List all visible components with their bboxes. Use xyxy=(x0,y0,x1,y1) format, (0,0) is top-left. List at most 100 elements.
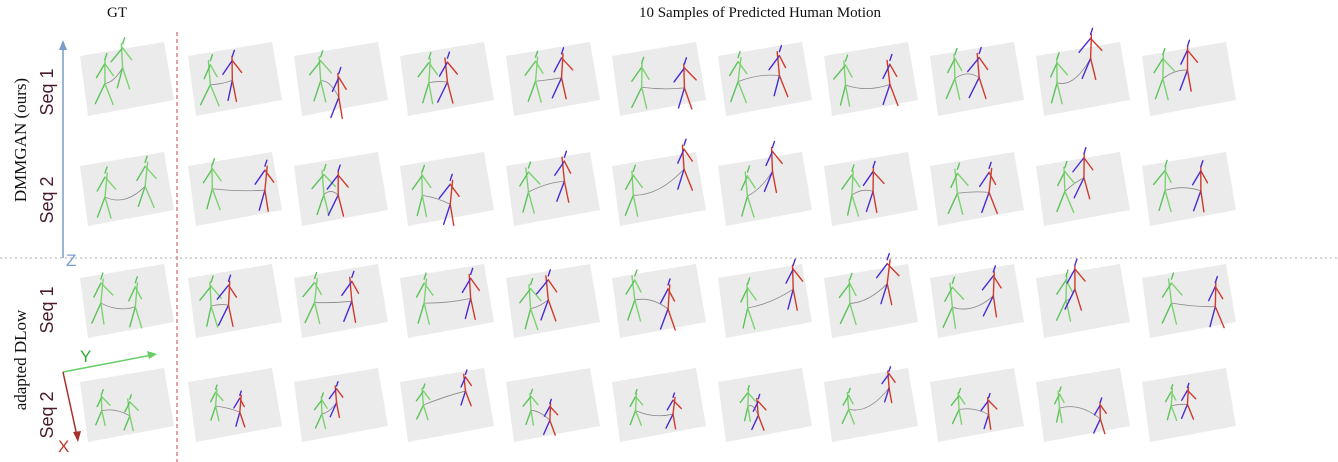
bone xyxy=(889,367,890,371)
motion-cell xyxy=(1036,148,1130,226)
floor xyxy=(506,152,600,226)
motion-cell xyxy=(80,38,174,116)
z-arrow xyxy=(59,40,67,50)
motion-cell xyxy=(188,152,282,226)
floor xyxy=(1036,368,1130,442)
floor xyxy=(400,368,494,442)
cells xyxy=(80,28,1236,442)
bone xyxy=(1084,148,1086,154)
motion-cell xyxy=(824,42,918,116)
motion-cell xyxy=(294,152,388,226)
motion-cell xyxy=(1142,152,1236,226)
floor xyxy=(612,264,706,338)
motion-cell xyxy=(188,42,282,116)
floor xyxy=(400,264,494,338)
x-arrow xyxy=(73,431,81,442)
motion-cell xyxy=(80,368,174,442)
floor xyxy=(718,368,812,442)
bone xyxy=(123,38,125,44)
floor xyxy=(1036,152,1130,226)
x-label: X xyxy=(58,437,69,456)
motion-cell xyxy=(930,42,1024,116)
floor xyxy=(188,42,282,116)
floor xyxy=(80,152,174,226)
floor xyxy=(294,264,388,338)
bone xyxy=(1187,40,1189,46)
motion-cell xyxy=(824,254,918,338)
bone xyxy=(1091,28,1093,34)
motion-cell xyxy=(612,139,706,226)
y-axis xyxy=(63,355,152,372)
floor xyxy=(1142,368,1236,442)
motion-cell xyxy=(930,264,1024,338)
motion-cell xyxy=(1036,259,1130,338)
floor xyxy=(1142,152,1236,226)
motion-cell xyxy=(824,367,918,442)
motion-cell xyxy=(718,368,812,442)
floor xyxy=(80,368,174,442)
samples-header: 10 Samples of Predicted Human Motion xyxy=(639,5,882,21)
motion-cell xyxy=(718,42,812,116)
floor xyxy=(188,152,282,226)
floor xyxy=(1036,42,1130,116)
bone xyxy=(887,254,889,260)
motion-cell xyxy=(80,264,174,338)
gt-header: GT xyxy=(107,5,127,21)
motion-cell xyxy=(1142,368,1236,442)
x-axis xyxy=(63,372,77,436)
motion-cell xyxy=(612,368,706,442)
floor xyxy=(930,152,1024,226)
floor xyxy=(718,42,812,116)
floor xyxy=(1036,264,1130,338)
motion-cell xyxy=(506,151,600,226)
motion-cell xyxy=(294,368,388,442)
seq-label: Seq 2 xyxy=(37,176,57,223)
motion-cell xyxy=(612,42,706,116)
motion-cell xyxy=(718,259,812,338)
seq-label: Seq 2 xyxy=(37,391,57,438)
bone xyxy=(684,139,686,145)
floor xyxy=(80,264,174,338)
floor xyxy=(930,368,1024,442)
motion-cell xyxy=(1142,264,1236,338)
floor xyxy=(506,264,600,338)
motion-cell xyxy=(294,264,388,338)
method-label: adapted DLow xyxy=(11,309,30,410)
floor xyxy=(188,264,282,338)
motion-cell xyxy=(930,368,1024,442)
motion-cell xyxy=(400,42,494,116)
seq-label: Seq 1 xyxy=(37,286,57,333)
motion-cell xyxy=(506,264,600,338)
motion-cell xyxy=(506,42,600,116)
figure: GT 10 Samples of Predicted Human Motion … xyxy=(0,0,1338,462)
floor xyxy=(612,368,706,442)
bone xyxy=(793,259,795,265)
z-label: Z xyxy=(66,251,76,270)
motion-cell xyxy=(188,264,282,338)
motion-cell xyxy=(80,152,174,226)
bone xyxy=(772,141,774,147)
motion-cell xyxy=(188,368,282,442)
motion-cell xyxy=(718,141,812,226)
floor xyxy=(294,368,388,442)
seq-label: Seq 1 xyxy=(37,68,57,115)
floor xyxy=(824,264,918,338)
motion-cell xyxy=(1142,40,1236,116)
motion-cell xyxy=(824,152,918,226)
floor xyxy=(1142,264,1236,338)
y-arrow xyxy=(147,351,157,359)
motion-cell xyxy=(400,368,494,442)
motion-cell xyxy=(1036,368,1130,442)
y-label: Y xyxy=(80,347,91,366)
motion-cell xyxy=(1036,28,1130,116)
motion-cell xyxy=(930,152,1024,226)
motion-cell xyxy=(612,264,706,338)
motion-cell xyxy=(506,368,600,442)
floor xyxy=(824,152,918,226)
motion-cell xyxy=(294,42,388,118)
motion-cell xyxy=(400,152,494,226)
floor xyxy=(612,42,706,116)
floor xyxy=(294,152,388,226)
floor xyxy=(824,42,918,116)
bone xyxy=(1075,259,1077,265)
